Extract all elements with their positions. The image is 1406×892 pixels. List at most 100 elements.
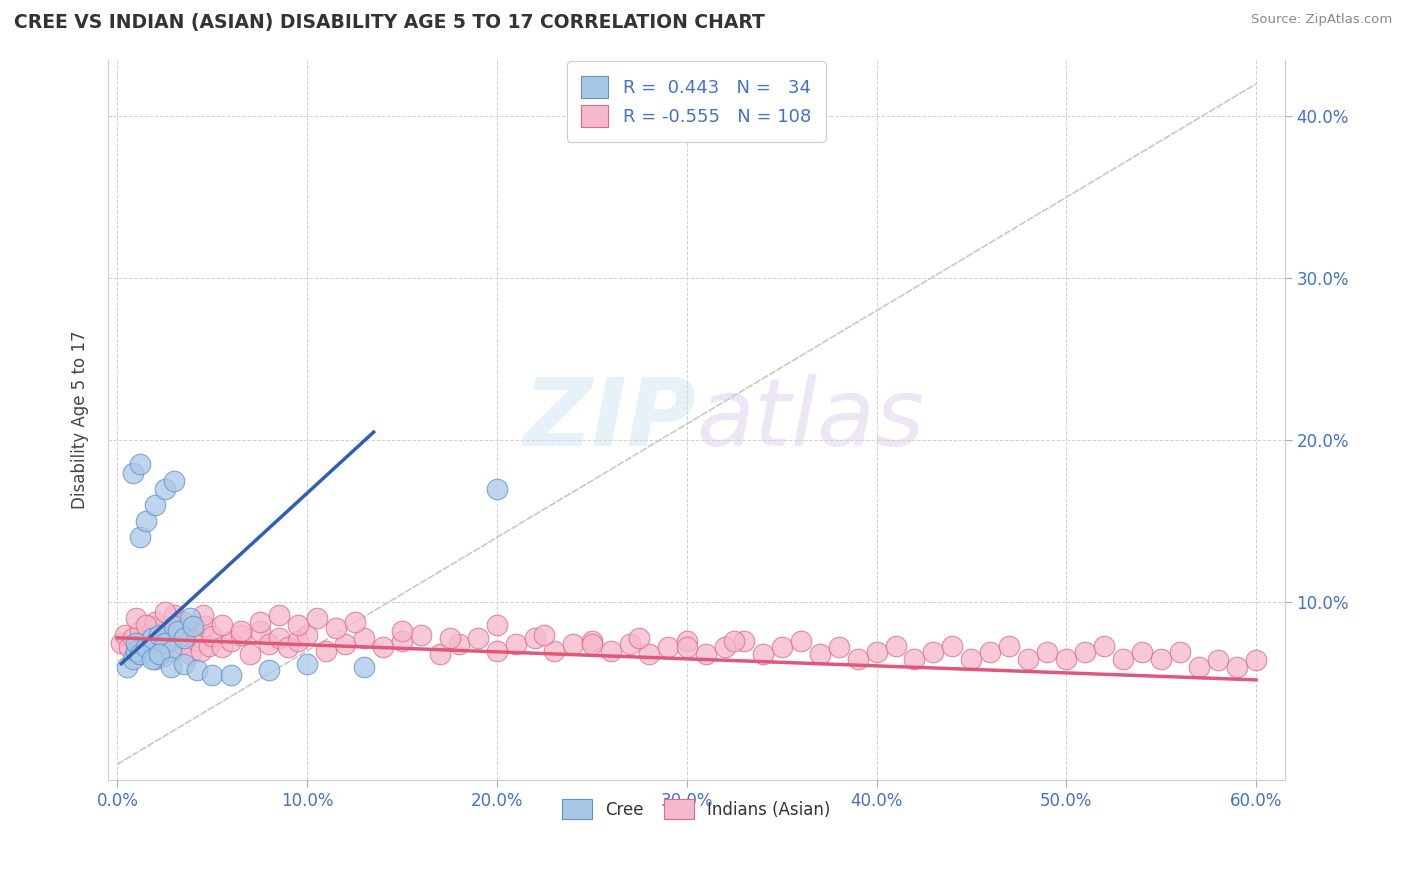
Point: [170, 637, 193, 651]
Point: [315, 644, 337, 658]
Point: [884, 639, 907, 653]
Point: [429, 647, 451, 661]
Point: [145, 652, 167, 666]
Point: [156, 623, 179, 637]
Point: [115, 660, 138, 674]
Point: [179, 647, 201, 661]
Point: [129, 458, 152, 472]
Point: [118, 640, 141, 655]
Point: [148, 629, 170, 643]
Point: [287, 634, 309, 648]
Point: [121, 466, 143, 480]
Point: [1112, 652, 1135, 666]
Point: [132, 634, 155, 648]
Point: [163, 642, 186, 657]
Point: [153, 482, 176, 496]
Point: [267, 608, 290, 623]
Point: [1130, 645, 1153, 659]
Point: [353, 631, 375, 645]
Point: [125, 635, 148, 649]
Point: [543, 644, 565, 658]
Point: [903, 652, 925, 666]
Point: [305, 611, 328, 625]
Point: [159, 644, 181, 658]
Point: [129, 647, 152, 661]
Point: [179, 611, 201, 625]
Point: [136, 644, 159, 658]
Point: [148, 647, 170, 661]
Point: [153, 635, 176, 649]
Point: [121, 652, 143, 666]
Point: [186, 663, 208, 677]
Point: [135, 640, 157, 655]
Point: [523, 631, 546, 645]
Point: [1092, 639, 1115, 653]
Point: [221, 634, 243, 648]
Point: [581, 637, 603, 651]
Point: [221, 668, 243, 682]
Text: ZIP: ZIP: [523, 374, 696, 466]
Point: [125, 644, 148, 658]
Point: [941, 639, 963, 653]
Point: [129, 624, 152, 639]
Point: [1226, 660, 1249, 674]
Point: [675, 634, 697, 648]
Point: [467, 631, 489, 645]
Text: atlas: atlas: [696, 375, 925, 466]
Point: [733, 634, 755, 648]
Point: [211, 640, 233, 655]
Point: [373, 640, 395, 655]
Point: [163, 608, 186, 623]
Point: [148, 627, 170, 641]
Point: [201, 629, 224, 643]
Point: [249, 615, 271, 629]
Text: CREE VS INDIAN (ASIAN) DISABILITY AGE 5 TO 17 CORRELATION CHART: CREE VS INDIAN (ASIAN) DISABILITY AGE 5 …: [14, 13, 765, 32]
Point: [153, 605, 176, 619]
Point: [695, 647, 717, 661]
Point: [1168, 645, 1191, 659]
Point: [159, 660, 181, 674]
Point: [229, 627, 252, 641]
Point: [287, 617, 309, 632]
Point: [141, 652, 163, 666]
Point: [770, 640, 793, 655]
Point: [135, 514, 157, 528]
Point: [186, 634, 208, 648]
Point: [297, 627, 319, 641]
Point: [751, 647, 773, 661]
Point: [1150, 652, 1173, 666]
Point: [1036, 645, 1059, 659]
Point: [194, 619, 217, 633]
Point: [167, 617, 190, 632]
Point: [1188, 660, 1211, 674]
Point: [353, 660, 375, 674]
Point: [922, 645, 945, 659]
Point: [183, 619, 205, 633]
Point: [121, 631, 143, 645]
Point: [789, 634, 811, 648]
Point: [485, 644, 508, 658]
Point: [110, 635, 132, 649]
Point: [533, 627, 555, 641]
Point: [239, 647, 262, 661]
Point: [125, 647, 148, 661]
Point: [129, 530, 152, 544]
Point: [1017, 652, 1039, 666]
Point: [267, 631, 290, 645]
Point: [628, 631, 651, 645]
Point: [411, 627, 433, 641]
Point: [485, 482, 508, 496]
Point: [197, 639, 219, 653]
Point: [141, 631, 163, 645]
Point: [201, 668, 224, 682]
Point: [713, 640, 735, 655]
Point: [145, 639, 167, 653]
Point: [657, 640, 679, 655]
Point: [152, 648, 174, 663]
Point: [485, 617, 508, 632]
Point: [183, 624, 205, 639]
Point: [229, 624, 252, 639]
Point: [259, 637, 281, 651]
Point: [723, 634, 745, 648]
Point: [960, 652, 983, 666]
